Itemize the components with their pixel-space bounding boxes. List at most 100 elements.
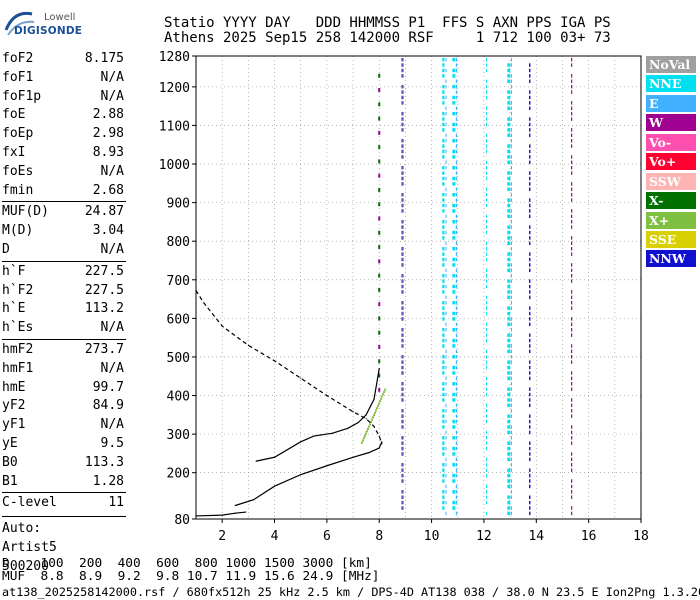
trace-point bbox=[331, 432, 333, 434]
y-tick-label: 700 bbox=[167, 274, 190, 289]
trace-point bbox=[352, 411, 354, 413]
x-tick-label: 12 bbox=[476, 529, 492, 544]
trace-point bbox=[313, 435, 315, 437]
trace-point bbox=[352, 456, 354, 458]
auto-version: 500200 bbox=[2, 559, 49, 575]
param-name: D bbox=[2, 242, 10, 257]
y-tick-label: 600 bbox=[167, 312, 190, 327]
trace-point bbox=[300, 441, 302, 443]
echo-dot bbox=[371, 418, 374, 421]
param-row: hmF1 N/A bbox=[2, 360, 124, 379]
param-value: N/A bbox=[100, 320, 124, 336]
param-name: C-level bbox=[2, 495, 57, 511]
param-row: hmE 99.7 bbox=[2, 379, 124, 398]
echo-dot bbox=[378, 302, 381, 307]
legend-item: X+ bbox=[646, 211, 696, 229]
param-row: foE 2.88 bbox=[2, 106, 124, 125]
param-name: yE bbox=[2, 436, 18, 451]
y-tick-label: 1200 bbox=[159, 81, 190, 96]
param-row: C-level 11 bbox=[2, 494, 124, 513]
echo-dot bbox=[375, 409, 378, 412]
echo-dot bbox=[378, 387, 381, 392]
trace-point bbox=[273, 360, 276, 362]
logo-swoosh-icon bbox=[4, 11, 34, 36]
param-value: N/A bbox=[100, 88, 124, 104]
echo-dot bbox=[378, 187, 381, 192]
y-tick-label: 1000 bbox=[159, 158, 190, 173]
param-row: yF1 N/A bbox=[2, 416, 124, 435]
trace-point bbox=[326, 394, 328, 397]
param-name: h`F bbox=[2, 263, 26, 279]
param-value: 99.7 bbox=[92, 379, 124, 395]
legend-item: NNW bbox=[646, 250, 696, 268]
param-name: foEp bbox=[2, 126, 34, 142]
trace-point bbox=[300, 377, 302, 379]
trace-point bbox=[378, 367, 380, 370]
trace-point bbox=[203, 302, 205, 304]
param-name: foF2 bbox=[2, 51, 34, 66]
echo-dot bbox=[373, 414, 376, 417]
trace-point bbox=[245, 511, 247, 513]
x-tick-label: 4 bbox=[271, 529, 279, 544]
param-name: foE bbox=[2, 107, 26, 123]
param-name: hmF2 bbox=[2, 342, 34, 357]
echo-dot bbox=[378, 402, 381, 405]
echo-dot bbox=[378, 245, 381, 250]
y-tick-label: 800 bbox=[167, 235, 190, 250]
param-row: foEp 2.98 bbox=[2, 125, 124, 144]
echo-dot bbox=[383, 390, 386, 393]
trace-point bbox=[357, 421, 359, 424]
param-name: foF1p bbox=[2, 88, 42, 104]
echo-dot bbox=[367, 425, 370, 428]
y-tick-label: 1280 bbox=[159, 50, 190, 65]
echo-dot bbox=[364, 432, 367, 435]
trace-point bbox=[368, 452, 370, 454]
echo-dot bbox=[378, 102, 381, 107]
echo-dot bbox=[377, 404, 380, 407]
echo-dot bbox=[362, 437, 365, 440]
trace-point bbox=[373, 425, 375, 427]
trace-point bbox=[273, 485, 276, 487]
param-value: 24.87 bbox=[84, 204, 124, 220]
echo-dot bbox=[378, 259, 381, 264]
legend-item: Vo+ bbox=[646, 153, 696, 171]
y-tick-label: 500 bbox=[167, 351, 190, 366]
echo-dot bbox=[378, 316, 381, 321]
param-row: M(D) 3.04 bbox=[2, 222, 124, 241]
param-separator bbox=[2, 339, 126, 340]
y-tick-label: 200 bbox=[167, 467, 190, 482]
trace-point bbox=[234, 504, 236, 507]
trace-point bbox=[300, 474, 302, 476]
echo-dot bbox=[378, 330, 381, 335]
echo-dot bbox=[376, 407, 379, 410]
param-row: foF1 N/A bbox=[2, 69, 124, 88]
echo-dot bbox=[378, 273, 381, 278]
trace-point bbox=[252, 499, 255, 501]
logo-bottom-text: DIGISONDE bbox=[14, 25, 83, 37]
param-name: fmin bbox=[2, 182, 34, 198]
trace-point bbox=[373, 398, 375, 400]
trace-point bbox=[221, 325, 223, 327]
param-row: MUF(D) 24.87 bbox=[2, 203, 124, 222]
echo-dot bbox=[365, 430, 368, 433]
echo-dot bbox=[378, 130, 381, 135]
trace-point bbox=[381, 441, 383, 443]
param-value: 227.5 bbox=[84, 282, 124, 298]
echo-dot bbox=[374, 411, 377, 414]
echo-dot bbox=[372, 416, 375, 419]
param-value: 113.2 bbox=[84, 301, 124, 317]
header-line-2: Athens 2025 Sep15 258 142000 RSF 1 712 1… bbox=[164, 30, 611, 46]
trace-point bbox=[234, 512, 236, 514]
param-name: h`E bbox=[2, 301, 26, 317]
param-name: foF1 bbox=[2, 69, 34, 85]
param-value: N/A bbox=[100, 360, 124, 376]
polarization-legend: NoVal NNE E W Vo- Vo+ SSW X- X+ SSE NNW bbox=[646, 56, 696, 270]
param-row: foEs N/A bbox=[2, 163, 124, 182]
param-name: hmF1 bbox=[2, 360, 34, 376]
y-tick-label: 400 bbox=[167, 390, 190, 405]
param-row: fmin 2.68 bbox=[2, 182, 124, 201]
param-row: h`F2 227.5 bbox=[2, 282, 124, 301]
legend-item: Vo- bbox=[646, 133, 696, 151]
echo-dot bbox=[361, 439, 364, 442]
auto-program: Artist5 bbox=[2, 540, 57, 556]
